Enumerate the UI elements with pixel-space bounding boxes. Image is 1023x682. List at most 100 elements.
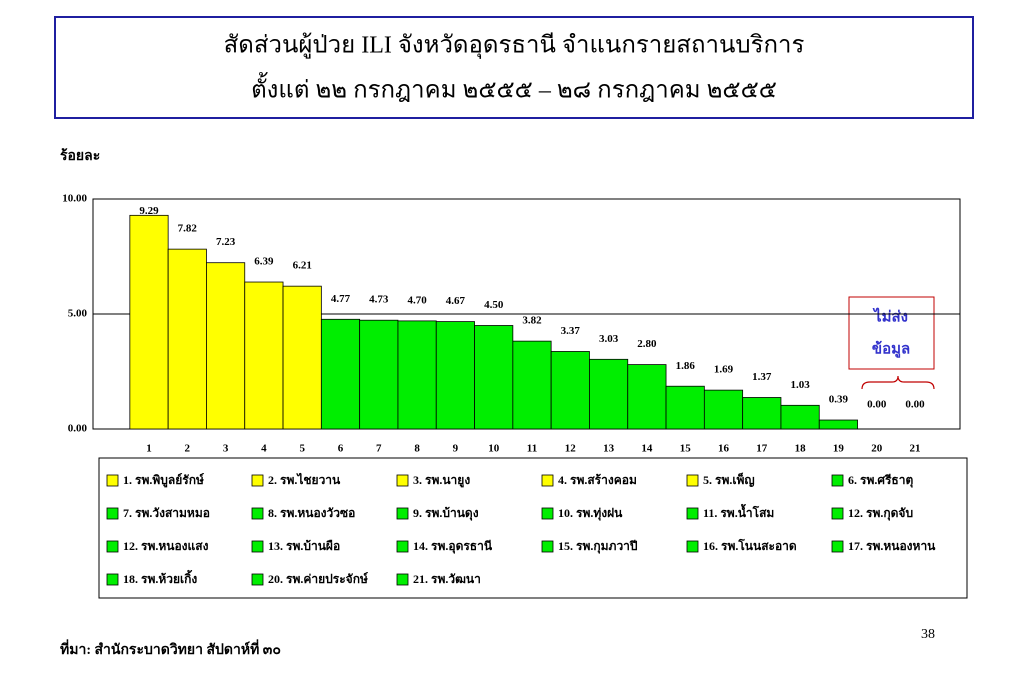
- x-tick-label: 3: [223, 443, 229, 455]
- legend-label: 20. รพ.ค่ายประจักษ์: [268, 572, 368, 586]
- bar: [665, 385, 705, 430]
- value-label: 4.67: [446, 295, 466, 307]
- bar: [206, 262, 246, 430]
- value-label: 4.77: [331, 293, 351, 305]
- bar: [435, 321, 475, 430]
- value-label: 3.03: [599, 333, 619, 345]
- legend-label: 15. รพ.กุมภวาปี: [558, 539, 638, 554]
- bar: [818, 419, 858, 430]
- legend-swatch: [106, 474, 119, 487]
- x-tick-label: 10: [488, 443, 500, 455]
- legend-swatch: [106, 540, 119, 553]
- legend-label: 12. รพ.กุดจับ: [848, 506, 913, 521]
- bar: [589, 358, 629, 430]
- legend-label: 21. รพ.วัฒนา: [413, 572, 481, 586]
- bar: [397, 320, 437, 430]
- legend-label: 8. รพ.หนองวัวซอ: [268, 506, 355, 520]
- annotation-box: [848, 296, 935, 370]
- chart-title: สัดส่วนผู้ป่วย ILI จังหวัดอุดรธานี จำแนก…: [224, 32, 805, 60]
- legend-box: [98, 457, 968, 599]
- value-label: 3.82: [522, 315, 542, 327]
- value-label: 3.37: [561, 325, 581, 337]
- legend-label: 1. รพ.พิบูลย์รักษ์: [123, 473, 204, 488]
- value-label: 1.37: [752, 371, 772, 383]
- value-label: 2.80: [637, 338, 657, 350]
- legend-label: 2. รพ.ไชยวาน: [268, 472, 341, 487]
- value-label: 9.29: [139, 205, 159, 217]
- bar: [550, 351, 590, 430]
- x-tick-label: 5: [299, 443, 305, 455]
- legend-label: 14. รพ.อุดรธานี: [413, 539, 493, 554]
- legend-swatch: [541, 540, 554, 553]
- value-label: 4.70: [407, 294, 427, 306]
- x-tick-label: 20: [871, 443, 883, 455]
- y-tick-label: 0.00: [68, 423, 88, 435]
- y-tick-label: 10.00: [62, 193, 87, 205]
- value-label: 1.03: [790, 379, 810, 391]
- x-tick-label: 15: [680, 443, 692, 455]
- legend-swatch: [396, 474, 409, 487]
- x-tick-label: 19: [833, 443, 845, 455]
- annotation: ไม่ส่ง: [872, 306, 908, 325]
- bar: [627, 364, 667, 430]
- legend-label: 3. รพ.นายูง: [413, 473, 470, 488]
- value-label: 1.86: [676, 360, 696, 372]
- x-tick-label: 9: [453, 443, 459, 455]
- annotation: ข้อมูล: [872, 340, 910, 358]
- x-tick-label: 1: [146, 443, 152, 455]
- legend-swatch: [831, 540, 844, 553]
- legend-swatch: [251, 507, 264, 520]
- legend-label: 11. รพ.น้ำโสม: [703, 503, 774, 520]
- bar: [780, 404, 820, 430]
- x-tick-label: 13: [603, 443, 615, 455]
- legend-swatch: [106, 573, 119, 586]
- legend-swatch: [251, 474, 264, 487]
- bar: [474, 325, 514, 430]
- legend-label: 16. รพ.โนนสะอาด: [703, 538, 797, 553]
- legend-label: 12. รพ.หนองแสง: [123, 539, 209, 553]
- x-tick-label: 14: [641, 443, 653, 455]
- x-tick-label: 2: [185, 443, 191, 455]
- legend-label: 6. รพ.ศรีธาตุ: [848, 473, 913, 488]
- x-tick-label: 11: [527, 443, 537, 455]
- legend-swatch: [251, 540, 264, 553]
- bar: [129, 214, 169, 430]
- legend-swatch: [541, 474, 554, 487]
- page-number: 38: [921, 627, 935, 642]
- legend-swatch: [686, 540, 699, 553]
- legend-label: 17. รพ.หนองหาน: [848, 539, 936, 553]
- value-label: 6.21: [293, 260, 312, 272]
- legend-swatch: [686, 507, 699, 520]
- legend-swatch: [541, 507, 554, 520]
- bar: [703, 389, 744, 430]
- x-tick-label: 8: [414, 443, 420, 455]
- x-tick-label: 7: [376, 443, 382, 455]
- value-label: 0.00: [905, 399, 925, 411]
- x-tick-label: 18: [795, 443, 807, 455]
- legend-swatch: [396, 573, 409, 586]
- legend-label: 5. รพ.เพ็ญ: [703, 472, 755, 487]
- legend-label: 13. รพ.บ้านผือ: [268, 539, 340, 553]
- legend-label: 4. รพ.สร้างคอม: [558, 473, 637, 487]
- y-axis-label: ร้อยละ: [60, 148, 100, 164]
- x-tick-label: 4: [261, 443, 267, 455]
- value-label: 7.23: [216, 236, 236, 248]
- bar: [167, 248, 207, 430]
- legend-swatch: [686, 474, 699, 487]
- value-label: 1.69: [714, 364, 734, 376]
- x-tick-label: 21: [910, 443, 921, 455]
- bar: [282, 285, 322, 430]
- x-tick-label: 16: [718, 443, 730, 455]
- bar: [512, 340, 552, 430]
- bar: [742, 397, 782, 430]
- chart-subtitle: ตั้งแต่ ๒๒ กรกฎาคม ๒๕๕๕ – ๒๘ กรกฎาคม ๒๕๕…: [251, 72, 777, 104]
- legend-label: 18. รพ.ห้วยเกิ้ง: [123, 569, 197, 586]
- brace: [861, 375, 935, 390]
- bar: [244, 281, 284, 430]
- value-label: 0.39: [829, 394, 849, 406]
- legend-swatch: [106, 507, 119, 520]
- x-tick-label: 6: [338, 443, 344, 455]
- bar: [359, 319, 399, 430]
